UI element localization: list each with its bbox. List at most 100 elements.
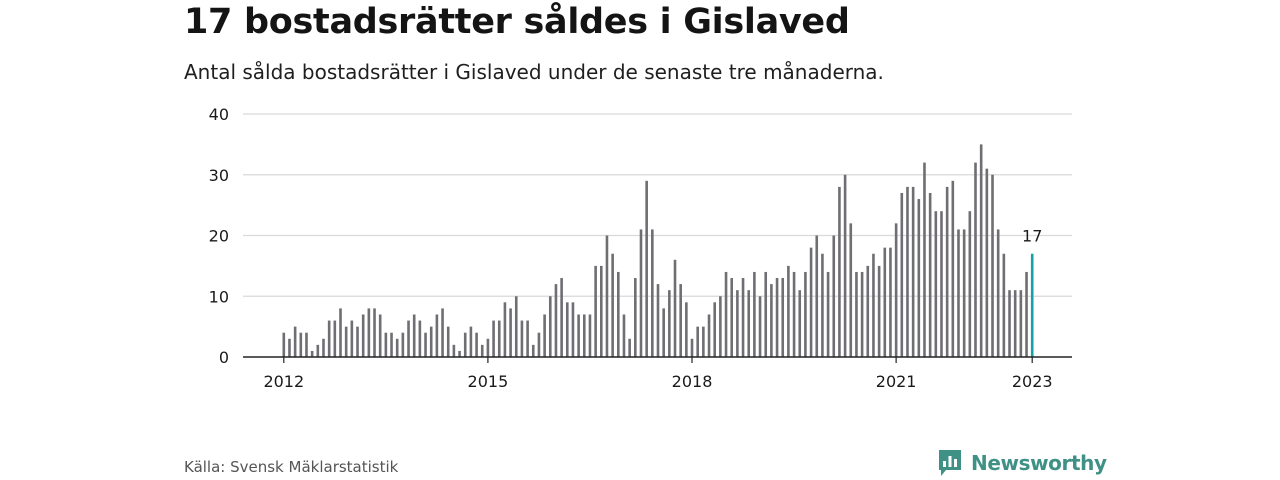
bar <box>316 344 320 357</box>
bar <box>435 314 439 357</box>
bars <box>282 144 1034 358</box>
bar <box>520 320 524 357</box>
bar <box>1008 290 1011 357</box>
bar <box>702 326 705 358</box>
bar <box>651 229 654 357</box>
x-tick-label: 2021 <box>876 372 917 391</box>
bar <box>543 314 546 357</box>
bar <box>860 271 864 357</box>
brand-name: Newsworthy <box>971 451 1107 475</box>
bar <box>565 302 569 357</box>
y-tick-label: 40 <box>209 105 229 124</box>
newsworthy-logo-icon <box>939 450 961 476</box>
bar <box>333 320 337 357</box>
bar <box>911 186 915 357</box>
bar <box>719 296 722 357</box>
bar <box>548 296 552 357</box>
bar <box>594 265 597 358</box>
bar <box>503 302 507 357</box>
bar <box>736 290 739 357</box>
bar <box>395 338 399 357</box>
bar <box>622 314 626 357</box>
bar <box>770 284 773 357</box>
bar <box>815 235 819 357</box>
bar <box>724 271 728 357</box>
bar <box>429 326 433 358</box>
bar <box>838 186 841 357</box>
bar <box>486 338 490 357</box>
bar <box>611 253 614 357</box>
bar <box>900 192 904 357</box>
y-axis-ticks: 0 10 20 30 40 <box>209 105 229 367</box>
bar <box>367 308 371 357</box>
bar-highlight <box>1030 253 1034 357</box>
bar <box>373 308 376 357</box>
bar <box>299 332 303 357</box>
bar <box>855 271 858 357</box>
bar <box>628 338 631 357</box>
bar <box>928 192 932 357</box>
bar <box>713 302 716 357</box>
source-note: Källa: Svensk Mäklarstatistik <box>184 458 399 476</box>
bar <box>872 253 875 357</box>
bar <box>310 350 314 357</box>
bar <box>531 344 535 357</box>
x-tick-label: 2018 <box>672 372 713 391</box>
y-tick-label: 0 <box>219 348 229 367</box>
bar <box>968 211 972 357</box>
bar <box>339 308 342 357</box>
bar <box>361 314 365 357</box>
bar <box>446 326 450 358</box>
bar <box>696 326 699 358</box>
bar <box>877 265 881 358</box>
x-axis-ticks: 2012 2015 2018 2021 2023 <box>263 357 1053 391</box>
bar <box>588 314 592 357</box>
bar <box>350 320 354 357</box>
bar <box>894 223 898 357</box>
bar <box>821 253 824 357</box>
bar <box>945 186 949 357</box>
bar <box>1002 253 1006 357</box>
bar <box>458 350 461 357</box>
bar <box>849 223 853 357</box>
bar <box>685 302 688 357</box>
bar <box>753 271 756 357</box>
x-tick-label: 2023 <box>1012 372 1053 391</box>
bar <box>758 296 762 357</box>
bar <box>843 174 847 357</box>
chart-subtitle: Antal sålda bostadsrätter i Gislaved und… <box>184 60 884 84</box>
bar <box>1025 271 1028 357</box>
bar <box>673 259 677 357</box>
bar <box>996 229 1000 357</box>
bar <box>407 320 410 357</box>
bar <box>792 271 796 357</box>
bar <box>412 314 416 357</box>
bar <box>951 180 955 357</box>
bar <box>600 265 603 358</box>
bar <box>883 247 887 357</box>
bar <box>662 308 665 357</box>
bar <box>418 320 422 357</box>
bar <box>497 320 501 357</box>
bar <box>730 278 734 357</box>
bar <box>764 271 768 357</box>
highlight-data-label: 17 <box>1022 227 1042 246</box>
bar <box>282 332 286 357</box>
bar <box>826 271 830 357</box>
bar <box>378 314 382 357</box>
bar <box>775 278 779 357</box>
bar <box>509 308 512 357</box>
bar <box>639 229 643 357</box>
bar <box>917 199 921 357</box>
bar <box>605 235 609 357</box>
bar <box>940 211 943 357</box>
bar <box>424 332 427 357</box>
y-tick-label: 30 <box>209 166 229 185</box>
bar <box>934 211 938 357</box>
bar <box>469 326 473 358</box>
bar <box>582 314 586 357</box>
bar <box>356 326 359 358</box>
bar <box>401 332 405 357</box>
bar <box>656 284 660 357</box>
y-tick-label: 10 <box>209 287 229 306</box>
